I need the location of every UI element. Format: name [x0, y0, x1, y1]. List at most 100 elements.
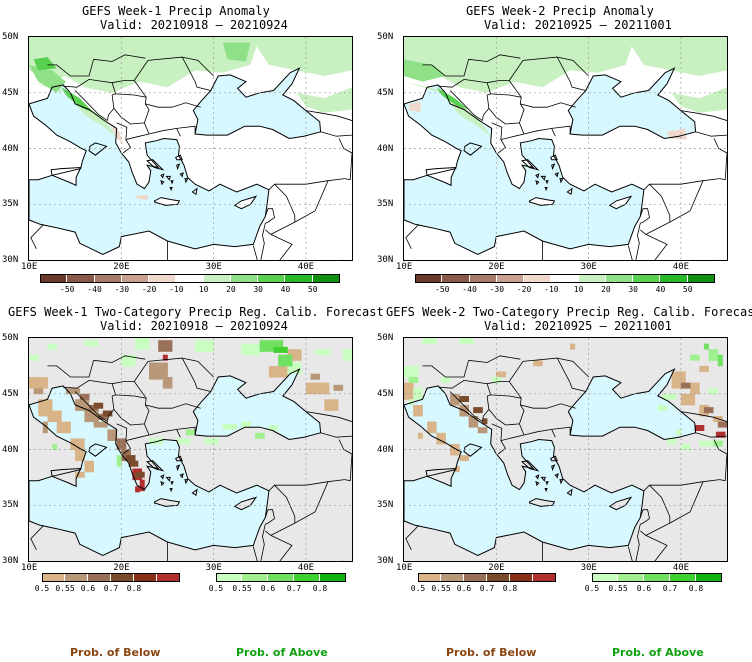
panel3-lon-label: 20E [113, 563, 130, 573]
anomaly-map-week1 [28, 36, 353, 261]
probability-cell [125, 455, 136, 462]
probability-cell [139, 479, 145, 492]
probability-cell [195, 340, 214, 352]
country-border [557, 357, 589, 378]
coastline [544, 488, 548, 493]
country-border [338, 138, 352, 181]
panel4-lon-label: 40E [672, 563, 690, 573]
country-border [145, 102, 201, 108]
probability-cell [128, 460, 139, 467]
panel2-lat-label: 30N [377, 255, 394, 265]
coastline [540, 175, 546, 181]
coastline [165, 476, 171, 482]
island [234, 497, 256, 510]
colorbar-tick-label: -20 [141, 285, 157, 294]
island [609, 497, 631, 510]
probability-cell [708, 349, 719, 361]
anomaly-colorbar-week1: -50 -40 -30 -20 -10 10 20 30 40 50 [40, 274, 340, 294]
colorbar-frame [418, 573, 556, 582]
coastline [425, 467, 457, 488]
probability-cell [717, 354, 723, 367]
country-border [264, 509, 275, 525]
panel4-lon-label: 10E [396, 563, 413, 573]
probability-cell [667, 438, 677, 445]
colorbar-swatch [121, 274, 150, 283]
country-border [627, 524, 641, 561]
panel3-lat-label: 50N [2, 333, 19, 343]
precip-shade [107, 120, 124, 146]
country-border [645, 535, 668, 561]
country-border [30, 224, 45, 249]
colorbar-swatch [578, 274, 606, 283]
country-border [669, 481, 704, 524]
coastline [169, 488, 173, 493]
colorbar-swatch [660, 274, 688, 283]
country-border [491, 122, 507, 154]
probability-cell [79, 393, 90, 400]
coastline [559, 178, 564, 184]
panel3-lat-label: 45N [2, 388, 19, 399]
probability-cell [459, 338, 474, 344]
coastline [29, 385, 270, 556]
colorbar-tick-label: 0.7 [286, 584, 302, 593]
country-border [116, 423, 132, 455]
prob-below-label-left: Prob. of Below [70, 646, 161, 659]
probability-cell [268, 425, 279, 431]
probability-cell [680, 393, 696, 406]
probability-cell [75, 399, 90, 411]
country-border [30, 525, 45, 550]
colorbar-swatch [111, 573, 134, 582]
colorbar-swatch [487, 573, 510, 582]
probability-cell [47, 343, 58, 350]
probability-cell [715, 431, 726, 438]
coastline [88, 443, 108, 457]
coastline [529, 197, 556, 206]
probability-cell [468, 416, 479, 428]
probability-cell [102, 410, 113, 417]
probability-cell [324, 399, 339, 411]
colorbar-tick-label: 0.5 [410, 584, 426, 593]
country-border [482, 94, 490, 121]
country-border [265, 183, 296, 235]
country-border [107, 94, 115, 121]
panel2-lat-label: 35N [377, 199, 394, 210]
panel2-lat-label: 45N [377, 87, 394, 98]
panel3-lat-label: 30N [2, 556, 19, 566]
coastline [184, 178, 189, 184]
colorbar-tick-label: -10 [544, 285, 559, 294]
colorbar-swatch [551, 274, 579, 283]
country-border [74, 90, 108, 121]
country-border [500, 428, 556, 441]
country-border [125, 428, 181, 441]
coastline [191, 488, 198, 496]
probability-cell [33, 388, 44, 395]
probability-cell [413, 404, 423, 417]
coastline [160, 173, 165, 179]
colorbar-tick-label: 30 [628, 285, 638, 294]
colorbar-tick-label: -30 [489, 285, 505, 294]
probability-cell [459, 396, 469, 402]
colorbar-frame [415, 274, 715, 283]
colorbar-tick-label: 0.8 [502, 584, 518, 593]
probability-cell [657, 404, 668, 411]
probability-cell [158, 340, 173, 352]
probability-cell [135, 471, 145, 478]
country-border [713, 138, 727, 181]
colorbar-swatch [442, 274, 470, 283]
probability-cell [342, 349, 352, 361]
coastline [154, 498, 181, 507]
colorbar-swatch [230, 274, 259, 283]
colorbar-tick-label: 0.6 [636, 584, 652, 593]
probability-cell [703, 407, 714, 414]
probability-cell [413, 388, 423, 400]
colorbar-swatch [524, 274, 552, 283]
colorbar-tick-label: 10 [573, 285, 584, 294]
black-sea [568, 68, 696, 139]
gulf-of-taranto [89, 142, 107, 156]
colorbar-swatch [134, 573, 157, 582]
country-border [627, 223, 641, 260]
country-border [520, 102, 576, 108]
coastline [566, 187, 573, 195]
coastline [535, 179, 540, 186]
panel2-lon-label: 40E [672, 262, 690, 272]
